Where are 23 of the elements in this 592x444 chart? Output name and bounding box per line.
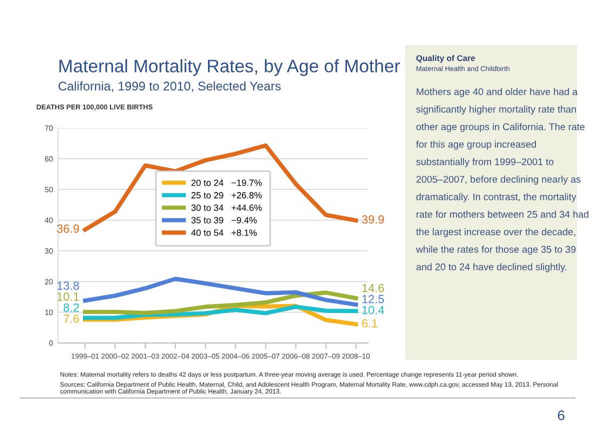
data-label: 14.6 <box>362 284 384 292</box>
data-label: 13.8 <box>57 281 80 290</box>
data-label: 12.5 <box>362 294 384 304</box>
text: 6 <box>558 410 564 420</box>
line-series <box>83 290 358 315</box>
text: Quality of Care <box>416 55 475 63</box>
data-label: 36.9 <box>57 224 79 233</box>
data-label: 39.9 <box>362 215 384 224</box>
legend-label: 30 to 34 +44.6% <box>191 204 262 211</box>
text: Mothers age 40 and older have had a significantly higher mortality rate than other age groups in California. The rate for this age group increased substantially from 1999–2001 to 2005–2007, before declining nearly as dramatically. In contrast, the mortality rate for mothers between 25 and 34 had the largest increase over the decade, while the rates for those age 35 to 39 and 20 to 24 have declined slightly. <box>416 88 588 272</box>
data-label: 10.1 <box>57 292 79 301</box>
line-series <box>83 276 358 307</box>
data-label: 10.4 <box>362 306 384 314</box>
chart-subtitle: California, 1999 to 2010, Selected Years <box>58 81 281 92</box>
legend-label: 40 to 54 +8.1% <box>191 229 257 236</box>
chart-title: Maternal Mortality Rates, by Age of Mother <box>59 59 400 76</box>
data-label: 8.2 <box>64 303 79 312</box>
data-label: 7.6 <box>64 314 80 323</box>
line-series <box>83 304 358 320</box>
data-label: 6.1 <box>362 319 378 328</box>
legend-label: 20 to 24 −19.7% <box>191 180 262 186</box>
legend-label: 35 to 39 −9.4% <box>191 217 257 224</box>
legend-label: 25 to 29 +26.8% <box>191 192 262 198</box>
